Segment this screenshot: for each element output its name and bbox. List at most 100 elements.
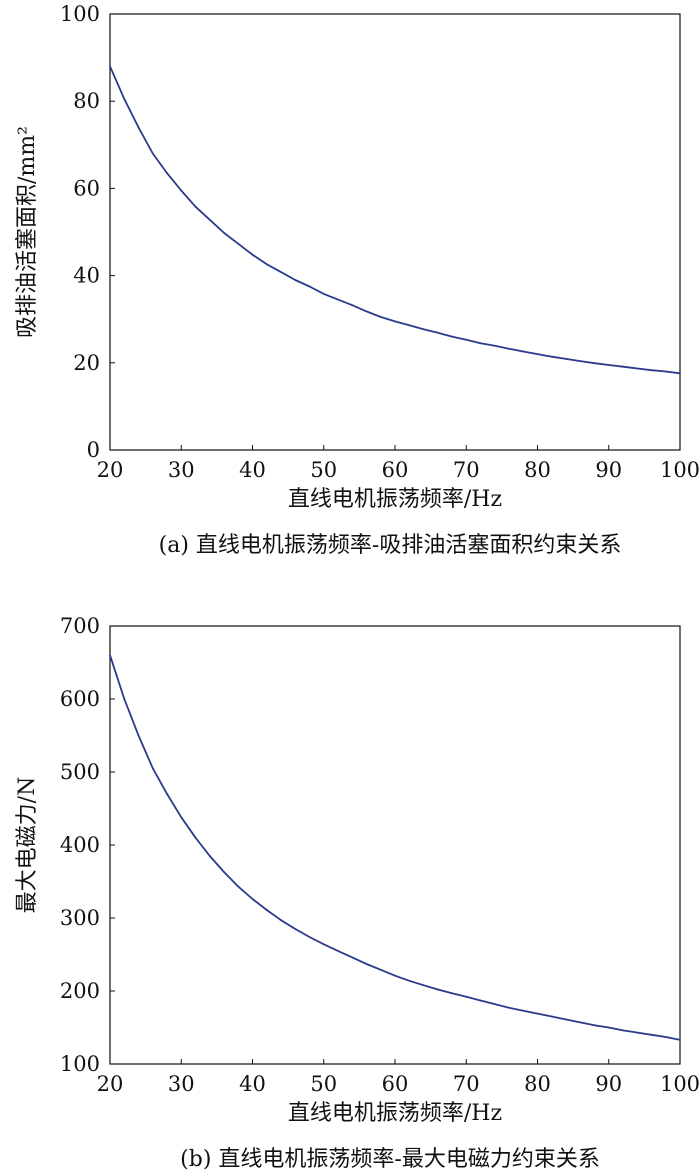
data-point — [451, 992, 453, 995]
data-point — [565, 358, 567, 360]
data-point — [522, 350, 525, 353]
data-point — [237, 885, 240, 888]
data-point — [622, 1029, 624, 1032]
x-tick-label: 80 — [524, 458, 551, 482]
y-tick-label: 40 — [73, 264, 100, 288]
data-point — [650, 369, 653, 372]
data-point — [180, 189, 183, 192]
data-point — [251, 898, 254, 900]
x-tick-label: 80 — [524, 1072, 551, 1096]
data-point — [365, 963, 368, 965]
figure-caption: (a) 直线电机振荡频率-吸排油活塞面积约束关系 — [159, 533, 622, 558]
data-point — [408, 324, 411, 327]
y-tick-label: 0 — [87, 438, 100, 462]
y-tick-label: 80 — [73, 89, 100, 113]
data-point — [166, 793, 168, 795]
x-tick-label: 50 — [310, 1072, 337, 1096]
data-point — [508, 347, 510, 350]
data-point — [137, 126, 140, 129]
data-point — [123, 698, 126, 700]
data-point — [465, 995, 468, 998]
data-point — [337, 298, 339, 301]
data-point — [607, 364, 610, 366]
series-line — [109, 654, 681, 1041]
data-point — [493, 1003, 496, 1005]
series-line — [109, 65, 681, 375]
data-point — [508, 1006, 510, 1009]
data-point — [194, 205, 197, 208]
data-point — [280, 271, 282, 273]
y-tick-label: 20 — [73, 351, 100, 375]
data-point — [493, 344, 496, 347]
data-point — [109, 65, 111, 68]
x-tick-label: 30 — [168, 458, 195, 482]
x-tick-label: 50 — [310, 458, 337, 482]
data-point — [479, 999, 482, 1002]
data-point — [550, 1015, 553, 1018]
data-point — [451, 335, 453, 338]
data-point — [422, 328, 425, 331]
data-point — [679, 372, 681, 375]
data-point — [294, 928, 297, 930]
y-tick-label: 200 — [60, 979, 100, 1003]
data-point — [422, 984, 425, 987]
data-point — [208, 855, 211, 857]
data-point — [166, 172, 168, 175]
x-tick-label: 40 — [239, 458, 266, 482]
data-point — [123, 98, 126, 100]
data-point — [294, 279, 297, 281]
data-point — [394, 320, 396, 323]
figure-caption: (b) 直线电机振荡频率-最大电磁力约束关系 — [180, 1147, 600, 1172]
data-point — [636, 1031, 639, 1034]
x-tick-label: 20 — [97, 1072, 124, 1096]
data-point — [664, 370, 667, 373]
data-point — [379, 968, 382, 971]
data-point — [436, 988, 439, 991]
y-tick-label: 400 — [60, 833, 100, 857]
data-point — [593, 1024, 596, 1027]
x-tick-label: 30 — [168, 1072, 195, 1096]
data-point — [208, 218, 211, 221]
data-point — [280, 919, 282, 922]
y-tick-label: 300 — [60, 906, 100, 930]
x-tick-label: 40 — [239, 1072, 266, 1096]
data-point — [479, 342, 482, 345]
data-point — [679, 1039, 681, 1041]
data-point — [522, 1009, 525, 1012]
data-point — [322, 943, 325, 946]
y-axis-label: 吸排油活塞面积/mm² — [15, 126, 40, 338]
plot-frame — [109, 625, 681, 1065]
y-tick-label: 100 — [60, 1052, 100, 1076]
data-point — [579, 1021, 582, 1024]
data-point — [251, 253, 254, 256]
data-point — [337, 950, 339, 952]
data-point — [351, 304, 354, 307]
x-tick-label: 100 — [660, 458, 700, 482]
x-tick-label: 100 — [660, 1072, 700, 1096]
data-point — [223, 871, 225, 873]
data-point — [194, 836, 197, 839]
data-point — [109, 654, 111, 657]
chart-a: 20 30 40 50 60 70 80 90 100020406080100直线电机振荡频率/… — [15, 2, 700, 558]
data-point — [579, 360, 582, 362]
x-tick-label: 20 — [97, 458, 124, 482]
data-point — [536, 353, 539, 355]
data-point — [650, 1033, 653, 1036]
data-point — [265, 909, 268, 911]
data-point — [223, 232, 225, 234]
y-tick-label: 700 — [60, 614, 100, 638]
data-point — [593, 362, 596, 365]
data-point — [394, 974, 396, 977]
data-point — [180, 816, 183, 819]
data-point — [151, 767, 154, 770]
data-point — [365, 310, 368, 313]
data-point — [308, 285, 311, 288]
data-point — [550, 355, 553, 358]
data-point — [237, 242, 240, 245]
data-point — [308, 936, 311, 938]
x-tick-label: 70 — [453, 458, 480, 482]
data-point — [436, 331, 439, 334]
data-point — [265, 263, 268, 266]
data-point — [664, 1036, 667, 1038]
